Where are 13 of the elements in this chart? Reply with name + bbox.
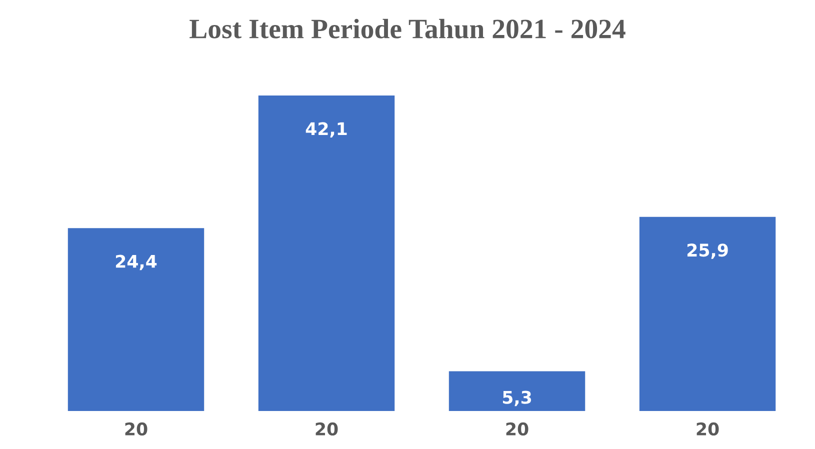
bar <box>68 228 204 411</box>
data-label: 24,4 <box>116 254 157 270</box>
bar <box>448 371 586 411</box>
chart-title: Lost Item Periode Tahun 2021 - 2024 <box>190 18 626 38</box>
x-tick-label: 20 <box>506 422 528 436</box>
data-label: 25,9 <box>687 244 728 259</box>
bar <box>258 96 395 411</box>
bar <box>639 216 776 411</box>
x-tick-label: 20 <box>696 422 719 436</box>
data-label: 5,3 <box>502 390 532 406</box>
x-tick-label: 20 <box>316 422 338 436</box>
x-tick-label: 20 <box>125 422 148 436</box>
data-label: 42,1 <box>306 122 347 138</box>
